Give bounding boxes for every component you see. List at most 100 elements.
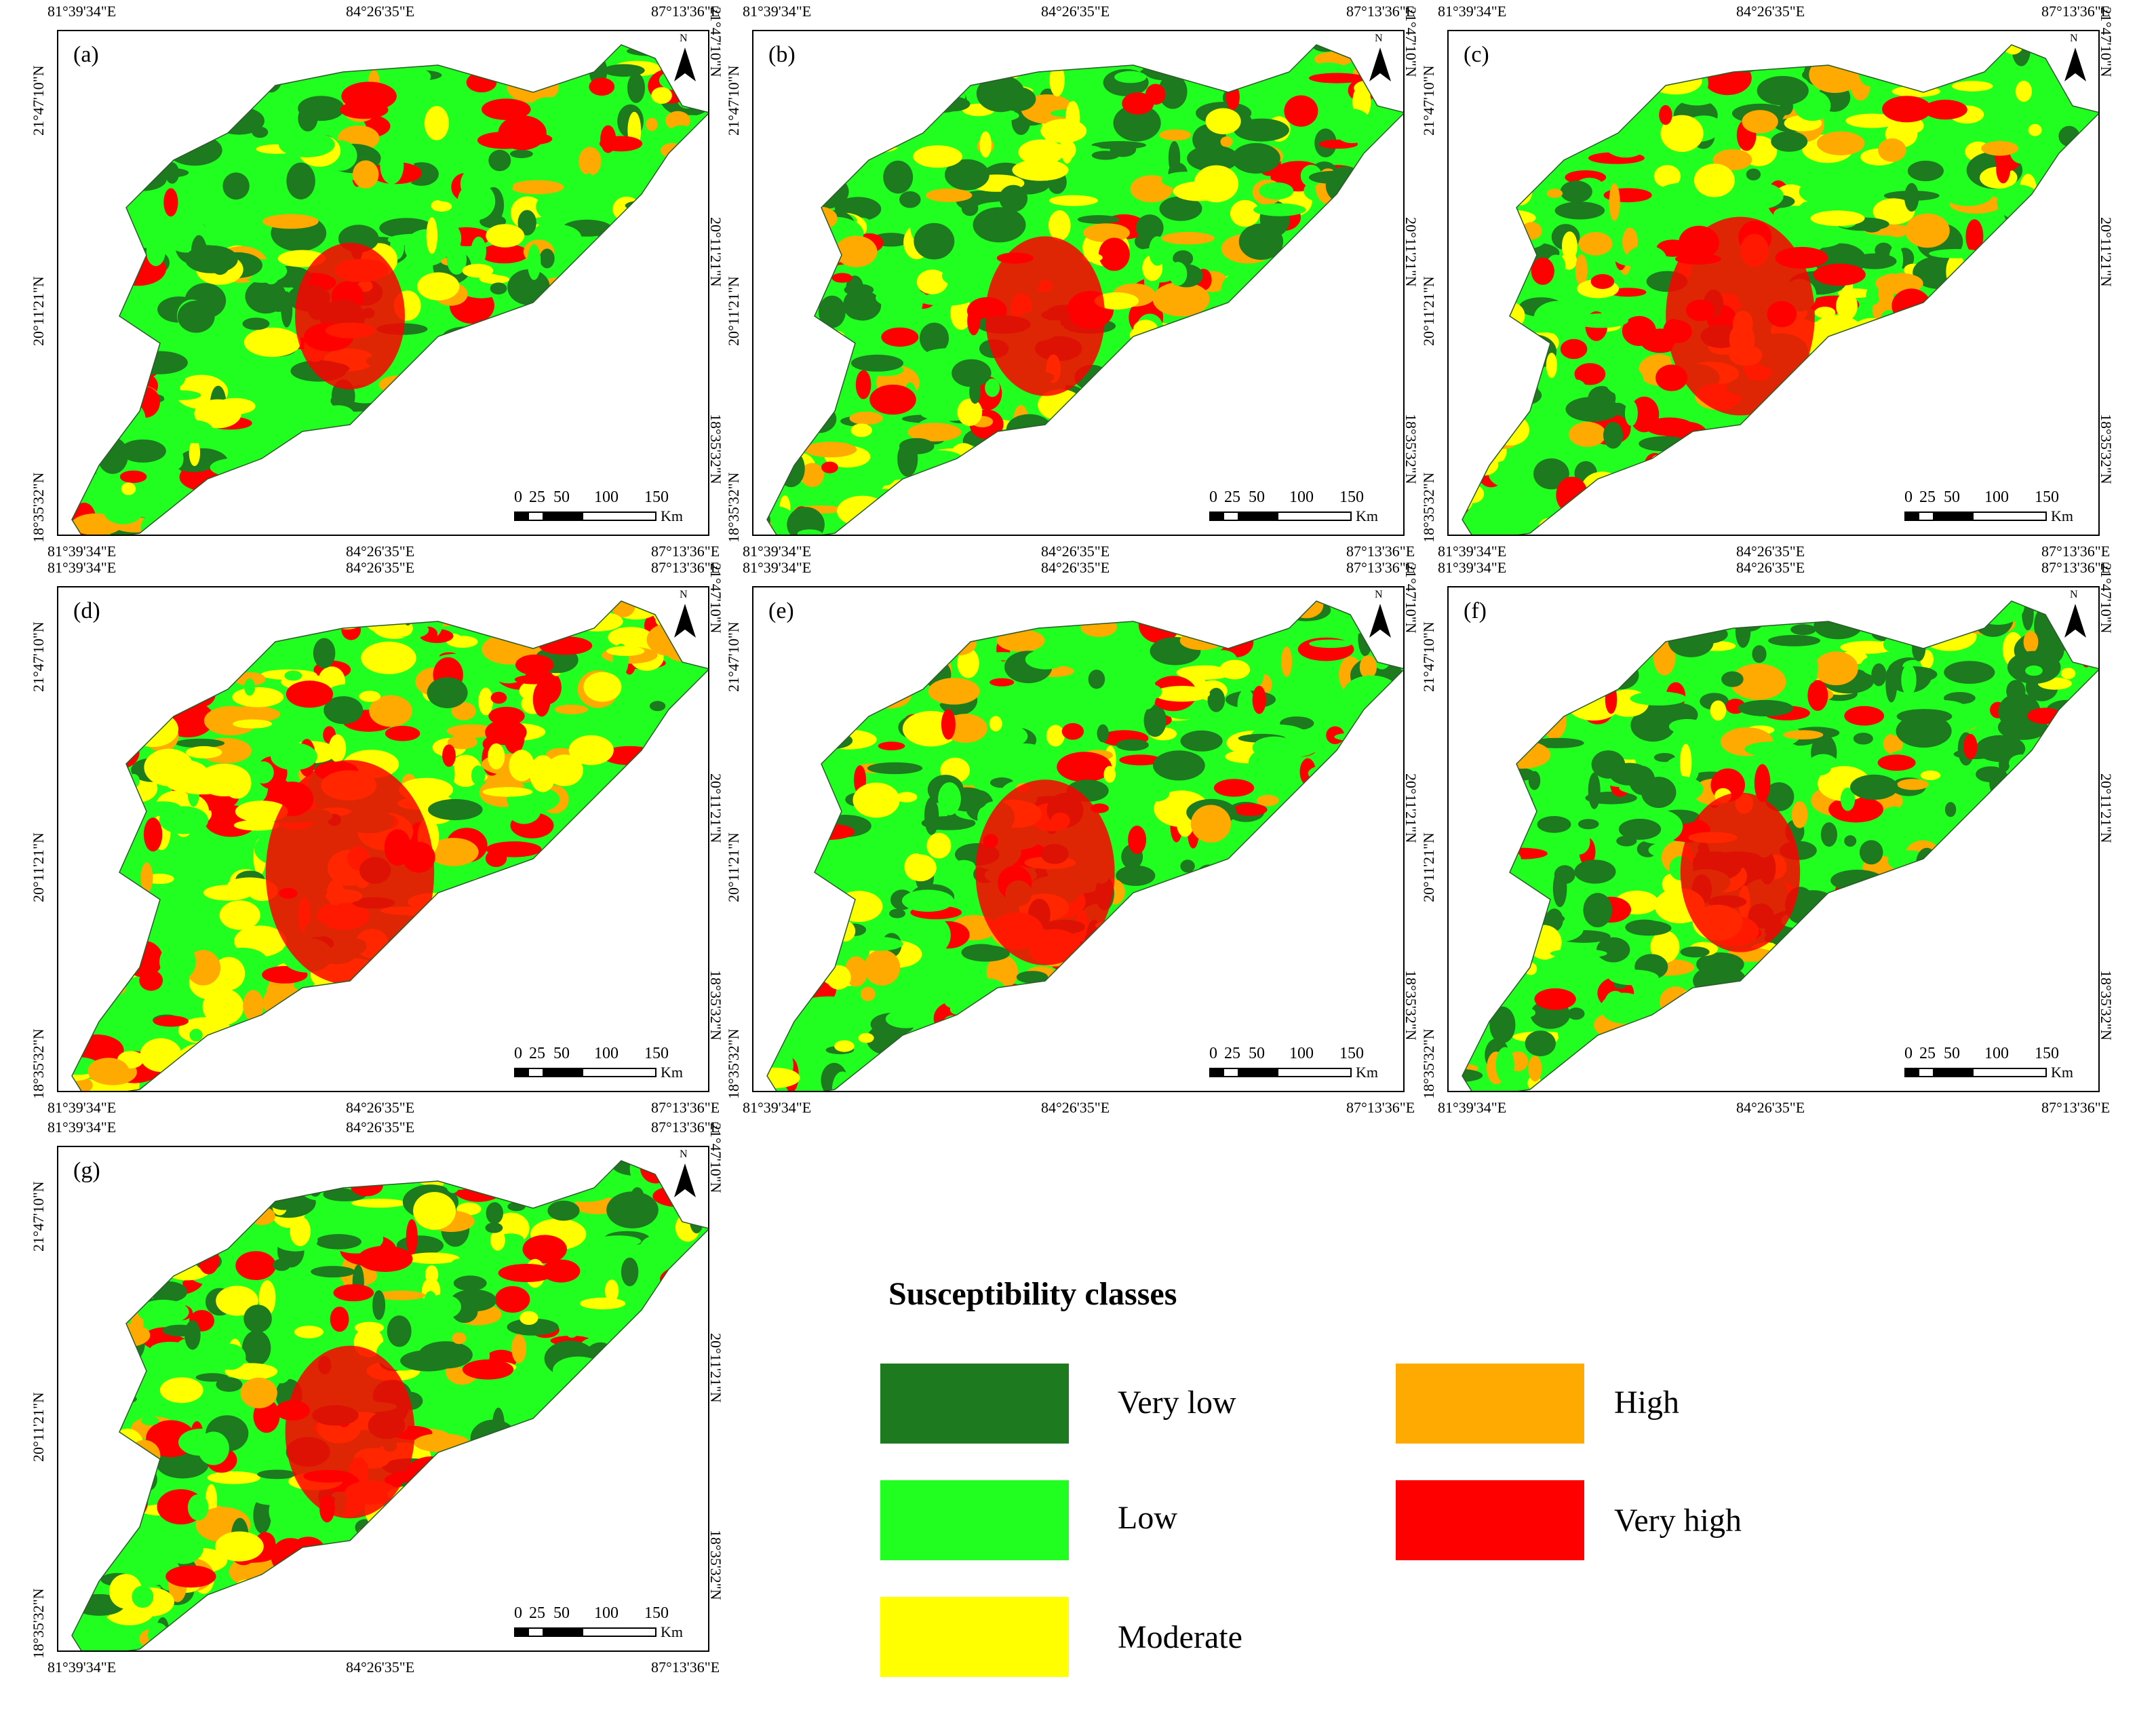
- longitude-label: 81°39'34"E: [47, 1659, 117, 1676]
- panel-label: (b): [768, 42, 796, 67]
- map-panel-g: 81°39'34"E 84°26'35"E 87°13'36"E 81°39'34"E…: [27, 1116, 732, 1679]
- latitude-label: 21°47'10"N: [725, 65, 742, 136]
- north-arrow-icon: N: [1367, 589, 1394, 643]
- longitude-label: 87°13'36"E: [2041, 559, 2111, 576]
- longitude-label: 81°39'34"E: [47, 559, 117, 576]
- scale-tick-label: 50: [1944, 1045, 1960, 1062]
- longitude-label: 87°13'36"E: [651, 1099, 720, 1116]
- legend-label-very-high: Very high: [1614, 1503, 1742, 1539]
- panel-label: (c): [1464, 42, 1489, 67]
- latitude-label: 21°47'10"N: [30, 1181, 47, 1252]
- longitude-label: 81°39'34"E: [1438, 559, 1507, 576]
- scale-bar-graphic: [1209, 511, 1352, 521]
- longitude-label: 84°26'35"E: [1041, 1099, 1110, 1116]
- scale-tick-label: 25: [529, 1604, 545, 1622]
- scale-bar-graphic: [514, 511, 656, 521]
- longitude-label: 84°26'35"E: [346, 1659, 415, 1676]
- legend-title: Susceptibility classes: [888, 1276, 1177, 1312]
- map-panel-c: 81°39'34"E 84°26'35"E 87°13'36"E 81°39'34"E…: [1417, 0, 2123, 563]
- north-label: N: [680, 33, 688, 44]
- susceptibility-map: [71, 44, 708, 535]
- longitude-label: 87°13'36"E: [651, 559, 720, 576]
- north-arrow-icon: N: [671, 589, 699, 643]
- north-label: N: [1375, 33, 1383, 44]
- scale-bar: 0 25 50 100 150 Km: [1904, 488, 2094, 529]
- scale-bar-graphic: [1904, 1068, 2047, 1077]
- scale-unit: Km: [661, 507, 683, 524]
- map-frame: (d) N 0 25 50 100 150 Km: [57, 586, 709, 1092]
- latitude-label: 20°11'21"N: [30, 276, 47, 346]
- longitude-label: 84°26'35"E: [346, 543, 415, 560]
- scale-unit: Km: [661, 1064, 683, 1081]
- latitude-label: 18°35'32"N: [30, 1588, 47, 1659]
- legend-label-high: High: [1614, 1385, 1679, 1421]
- legend-label-moderate: Moderate: [1118, 1619, 1242, 1655]
- map-frame: (e) N 0 25 50 100 150 Km: [752, 586, 1405, 1092]
- north-arrow-shape: [674, 47, 696, 81]
- longitude-label: 81°39'34"E: [47, 543, 117, 560]
- legend-swatch-low: [880, 1480, 1069, 1560]
- panel-label: (d): [73, 598, 100, 623]
- north-label: N: [680, 589, 688, 600]
- longitude-label: 81°39'34"E: [743, 1099, 812, 1116]
- scale-tick-label: 150: [644, 488, 669, 506]
- longitude-label: 84°26'35"E: [1736, 543, 1805, 560]
- longitude-label: 84°26'35"E: [346, 3, 415, 20]
- scale-tick-label: 0: [514, 1604, 522, 1622]
- scale-tick-label: 25: [529, 1045, 545, 1062]
- susceptibility-map: [766, 600, 1403, 1091]
- longitude-label: 84°26'35"E: [1041, 559, 1110, 576]
- scale-tick-label: 100: [594, 488, 619, 506]
- map-frame: (f) N 0 25 50 100 150 Km: [1447, 586, 2100, 1092]
- scale-tick-label: 50: [1944, 488, 1960, 506]
- scale-unit: Km: [661, 1623, 683, 1640]
- legend-swatch-moderate: [880, 1597, 1069, 1677]
- scale-tick-label: 50: [553, 488, 570, 506]
- longitude-label: 81°39'34"E: [47, 1099, 117, 1116]
- north-arrow-shape: [674, 1163, 696, 1197]
- scale-tick-label: 25: [1224, 488, 1240, 506]
- scale-tick-label: 100: [1984, 488, 2009, 506]
- latitude-label: 18°35'32"N: [30, 1028, 47, 1099]
- scale-tick-label: 25: [1919, 1045, 1936, 1062]
- scale-tick-label: 0: [1209, 488, 1217, 506]
- scale-tick-label: 100: [594, 1604, 619, 1622]
- longitude-label: 87°13'36"E: [1346, 1099, 1415, 1116]
- longitude-label: 81°39'34"E: [1438, 3, 1507, 20]
- susceptibility-map: [766, 44, 1403, 535]
- longitude-label: 87°13'36"E: [651, 3, 720, 20]
- north-arrow-icon: N: [671, 1148, 699, 1203]
- legend-swatch-very-high: [1396, 1480, 1584, 1560]
- scale-bar: 0 25 50 100 150 Km: [514, 1045, 704, 1085]
- map-frame: (b) N 0 25 50 100 150 Km: [752, 30, 1405, 536]
- longitude-label: 81°39'34"E: [743, 3, 812, 20]
- scale-unit: Km: [2051, 1064, 2073, 1081]
- longitude-label: 84°26'35"E: [1041, 3, 1110, 20]
- north-label: N: [2070, 33, 2078, 44]
- longitude-label: 81°39'34"E: [1438, 1099, 1507, 1116]
- latitude-label: 18°35'32"N: [725, 472, 742, 543]
- longitude-label: 81°39'34"E: [1438, 543, 1507, 560]
- scale-tick-label: 150: [1339, 488, 1364, 506]
- scale-tick-label: 150: [2035, 1045, 2059, 1062]
- legend-swatch-high: [1396, 1364, 1584, 1444]
- scale-tick-label: 50: [1249, 1045, 1265, 1062]
- panel-label: (g): [73, 1158, 100, 1183]
- scale-tick-label: 0: [514, 488, 522, 506]
- north-arrow-icon: N: [671, 33, 699, 87]
- longitude-label: 87°13'36"E: [1346, 559, 1415, 576]
- scale-bar-graphic: [514, 1068, 656, 1077]
- panel-label: (a): [73, 42, 99, 67]
- longitude-label: 81°39'34"E: [47, 1119, 117, 1136]
- longitude-label: 87°13'36"E: [2041, 543, 2111, 560]
- scale-bar: 0 25 50 100 150 Km: [1904, 1045, 2094, 1085]
- longitude-label: 87°13'36"E: [1346, 3, 1415, 20]
- latitude-label: 21°47'10"N: [30, 621, 47, 692]
- latitude-label: 20°11'21"N: [30, 1392, 47, 1462]
- scale-tick-label: 100: [594, 1045, 619, 1062]
- longitude-label: 84°26'35"E: [1041, 543, 1110, 560]
- map-frame: (c) N 0 25 50 100 150 Km: [1447, 30, 2100, 536]
- north-label: N: [680, 1148, 688, 1160]
- scale-tick-label: 50: [1249, 488, 1265, 506]
- scale-tick-label: 50: [553, 1604, 570, 1622]
